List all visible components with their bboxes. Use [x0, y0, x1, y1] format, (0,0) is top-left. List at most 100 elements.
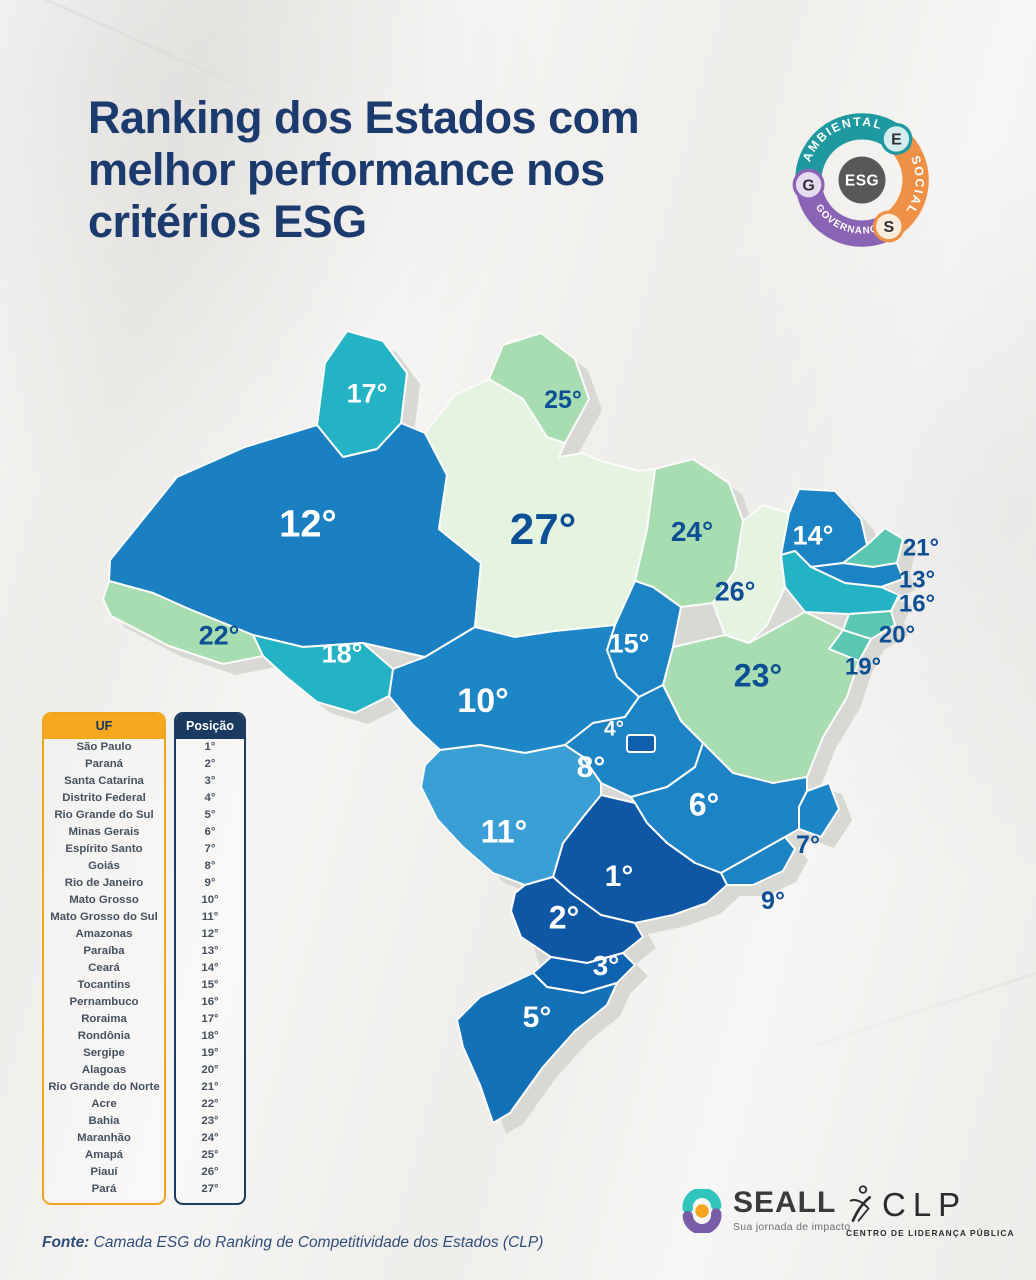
state-shape-DF	[626, 734, 656, 753]
esg-badge: AMBIENTAL SOCIAL GOVERNANÇA E S G ESG	[792, 113, 929, 247]
seall-logo-icon	[682, 1188, 722, 1233]
esg-bubble-e: E	[880, 122, 913, 155]
table-row-posicao: 11°	[201, 911, 219, 923]
table-row-uf: Sergipe	[83, 1047, 125, 1059]
table-row-posicao: 22°	[201, 1098, 219, 1110]
table-row-uf: Pará	[91, 1183, 117, 1195]
map-label-AM: 12°	[279, 504, 336, 546]
map-label-ES: 7°	[796, 831, 820, 859]
state-shape-AC	[102, 580, 264, 665]
table-header-uf: UF	[44, 714, 164, 739]
table-row-uf: Alagoas	[81, 1064, 127, 1076]
state-shape-RR	[316, 330, 408, 458]
table-row-posicao: 7°	[204, 843, 216, 855]
table-row-posicao: 26°	[201, 1166, 219, 1178]
source-label: Fonte:	[42, 1234, 90, 1251]
state-shape-RO	[252, 634, 394, 714]
seall-logo: SEALL Sua jornada de impacto	[680, 1188, 851, 1233]
table-row-uf: Espírito Santo	[65, 843, 143, 855]
table-row-posicao: 1°	[204, 741, 216, 753]
table-row-posicao: 19°	[201, 1047, 219, 1059]
clp-subtitle: CENTRO DE LIDERANÇA PÚBLICA	[846, 1228, 1015, 1238]
table-row-posicao: 20°	[201, 1064, 219, 1076]
table-row-posicao: 13°	[201, 945, 219, 957]
table-row-posicao: 21°	[201, 1081, 219, 1093]
esg-center-circle	[838, 156, 886, 204]
source-text: Camada ESG do Ranking de Competitividade…	[89, 1234, 544, 1251]
table-row-uf: Santa Catarina	[64, 775, 144, 787]
seall-name: SEALL	[733, 1186, 837, 1219]
table-row-posicao: 9°	[204, 877, 216, 889]
state-shape-RJ	[720, 836, 796, 886]
table-row-uf: Amazonas	[75, 928, 133, 940]
table-row-posicao: 2°	[204, 758, 216, 770]
table-row-uf: Rio de Janeiro	[64, 877, 144, 889]
map-label-PE: 16°	[899, 591, 935, 618]
table-row-posicao: 14°	[201, 962, 219, 974]
table-row-uf: Pernambuco	[69, 996, 139, 1008]
table-row-posicao: 8°	[204, 860, 216, 872]
map-label-PB: 13°	[899, 567, 935, 594]
clp-logo: CLP CENTRO DE LIDERANÇA PÚBLICA	[846, 1184, 1015, 1238]
map-label-RJ: 9°	[761, 887, 785, 915]
state-shape-RS	[456, 972, 618, 1124]
map-label-RR: 17°	[347, 379, 388, 409]
map-label-MS: 11°	[481, 814, 528, 850]
map-label-BA: 23°	[734, 658, 782, 694]
table-uf-rows: São Paulo Paraná Santa Catarina Distrito Fe…	[44, 739, 164, 1198]
table-row-uf: Minas Gerais	[68, 826, 140, 838]
page-title: Ranking dos Estados com melhor performanc…	[88, 92, 748, 249]
map-label-GO: 8°	[577, 751, 606, 784]
map-label-RO: 18°	[322, 639, 363, 669]
table-row-uf: Acre	[91, 1098, 117, 1110]
table-row-posicao: 17°	[201, 1013, 219, 1025]
table-row-uf: Paraná	[85, 758, 123, 770]
state-shape-AL	[842, 610, 896, 640]
table-row-uf: Rio Grande do Norte	[48, 1081, 160, 1093]
map-label-AP: 25°	[544, 386, 582, 414]
table-row-posicao: 3°	[204, 775, 216, 787]
map-label-PA: 27°	[510, 505, 577, 554]
map-label-AC: 22°	[199, 621, 240, 651]
esg-bubble-g: G	[792, 168, 825, 201]
state-shape-MS	[420, 744, 602, 886]
svg-text:S: S	[883, 219, 894, 236]
state-shape-PE	[780, 550, 900, 615]
ranking-table: UF São Paulo Paraná Santa Catarina Distrito…	[42, 712, 246, 1205]
table-row-uf: Goiás	[88, 860, 120, 872]
esg-center-label: ESG	[845, 172, 879, 189]
map-label-PR: 2°	[549, 900, 580, 936]
brazil-map: 1°2°3°4°5°6°7°8°9°10°11°12°13°14°15°16°1…	[102, 330, 939, 1134]
table-row-posicao: 15°	[201, 979, 219, 991]
table-row-uf: Rondônia	[77, 1030, 131, 1042]
table-row-uf: Tocantins	[77, 979, 131, 991]
map-label-SP: 1°	[605, 860, 634, 893]
table-row-uf: Piauí	[90, 1166, 118, 1178]
map-label-DF: 4°	[604, 718, 624, 741]
table-row-uf: Ceará	[88, 962, 120, 974]
table-row-posicao: 16°	[201, 996, 219, 1008]
table-row-posicao: 18°	[201, 1030, 219, 1042]
state-shape-PI	[712, 504, 790, 644]
table-row-posicao: 23°	[201, 1115, 219, 1127]
clp-figure-icon	[849, 1185, 872, 1222]
table-posicao-rows: 1° 2° 3° 4° 5° 6° 7° 8° 9° 10° 11° 12° 13° 14° 15° 16° 1…	[176, 739, 244, 1198]
map-label-RS: 5°	[523, 1001, 552, 1034]
page-title-line: melhor performance nos	[88, 144, 605, 196]
table-row-uf: Mato Grosso	[69, 894, 139, 906]
table-row-uf: Bahia	[88, 1115, 120, 1127]
map-label-MG: 6°	[689, 787, 720, 823]
table-row-uf: Paraíba	[83, 945, 125, 957]
seall-tagline: Sua jornada de impacto	[733, 1221, 851, 1233]
source-note: Fonte: Camada ESG do Ranking de Competit…	[42, 1234, 543, 1252]
map-label-MA: 24°	[671, 516, 713, 547]
table-row-uf: Maranhão	[77, 1132, 131, 1144]
table-row-posicao: 27°	[201, 1183, 219, 1195]
table-row-uf: Rio Grande do Sul	[54, 809, 154, 821]
table-row-posicao: 12°	[201, 928, 219, 940]
map-label-RN: 21°	[903, 535, 939, 562]
esg-bubble-s: S	[872, 210, 905, 243]
map-label-AL: 20°	[879, 622, 915, 649]
table-row-posicao: 10°	[201, 894, 219, 906]
table-column-uf: UF São Paulo Paraná Santa Catarina Distrito…	[42, 712, 166, 1205]
